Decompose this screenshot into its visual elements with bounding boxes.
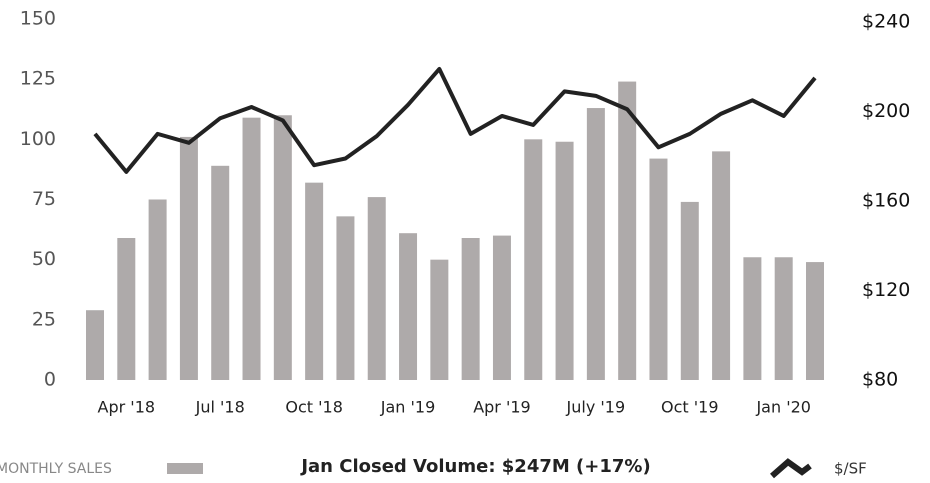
bar xyxy=(367,197,386,380)
bar xyxy=(524,139,543,380)
bar xyxy=(117,238,136,380)
y-tick-label: 50 xyxy=(32,248,56,270)
bar xyxy=(774,257,793,380)
x-tick-label: Jan '19 xyxy=(380,398,436,417)
bar xyxy=(86,310,104,380)
bar xyxy=(586,108,605,381)
bar xyxy=(179,136,198,380)
bar xyxy=(649,158,668,380)
y2-tick-label: $240 xyxy=(862,11,910,33)
legend-line-icon xyxy=(770,458,812,479)
x-tick-label: Oct '18 xyxy=(285,398,343,417)
bar xyxy=(242,117,261,380)
bar xyxy=(712,151,731,380)
bar xyxy=(399,233,418,380)
bar xyxy=(555,141,574,380)
x-tick-label: Jul '18 xyxy=(195,398,245,417)
x-tick-label: Oct '19 xyxy=(661,398,719,417)
bar xyxy=(430,259,449,380)
legend-bars-swatch xyxy=(167,463,203,474)
bar xyxy=(305,182,324,380)
y2-tick-label: $120 xyxy=(862,279,910,301)
annotation: Jan Closed Volume: $247M (+17%) xyxy=(299,456,650,477)
bar xyxy=(618,81,637,380)
bar xyxy=(148,199,167,380)
legend-bars-label: MONTHLY SALES xyxy=(0,461,112,477)
x-tick-label: Apr '18 xyxy=(98,398,156,417)
y-tick-label: 125 xyxy=(20,68,56,90)
bar xyxy=(336,216,355,380)
y-tick-label: 25 xyxy=(32,308,56,330)
y2-tick-label: $80 xyxy=(862,369,898,391)
y-tick-label: 0 xyxy=(44,369,56,391)
bar xyxy=(806,262,824,380)
x-tick-label: Apr '19 xyxy=(473,398,531,417)
y-tick-label: 75 xyxy=(32,188,56,210)
x-tick-label: July '19 xyxy=(566,398,626,417)
y-tick-label: 100 xyxy=(20,128,56,150)
bar xyxy=(211,165,230,380)
x-tick-label: Jan '20 xyxy=(755,398,811,417)
bar xyxy=(273,115,292,381)
y2-tick-label: $160 xyxy=(862,190,910,212)
y-tick-label: 150 xyxy=(20,8,56,30)
y2-tick-label: $200 xyxy=(862,100,910,122)
line xyxy=(93,66,817,174)
bar xyxy=(680,201,699,380)
bar xyxy=(492,235,511,380)
bar xyxy=(461,238,480,380)
legend-line-label: $/SF xyxy=(834,460,867,478)
bar xyxy=(743,257,762,380)
